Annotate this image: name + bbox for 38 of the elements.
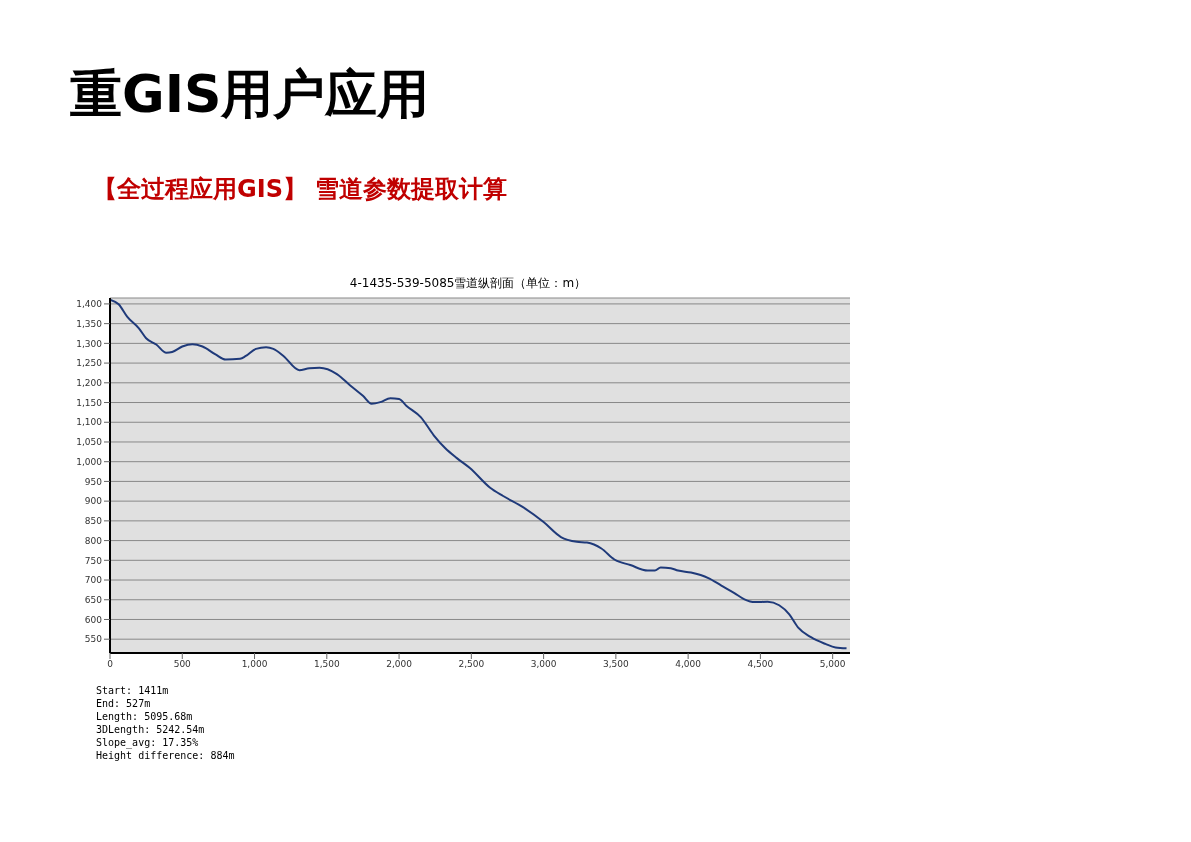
y-tick-label: 1,100 xyxy=(76,417,103,428)
y-tick-label: 1,050 xyxy=(76,437,103,448)
text: 【全过程应用GIS】 雪道参数提取计算 xyxy=(93,174,508,205)
y-tick-label: 1,250 xyxy=(76,358,103,369)
x-tick-label: 4,000 xyxy=(675,659,702,670)
y-tick-label: 800 xyxy=(84,535,103,546)
y-tick-label: 850 xyxy=(84,516,103,527)
y-tick-label: 1,200 xyxy=(76,378,103,388)
x-tick-label: 500 xyxy=(173,659,192,670)
x-tick-label: 2,500 xyxy=(458,659,485,670)
text: Slope_avg: 17.35% xyxy=(96,736,200,749)
x-tick-label: 3,000 xyxy=(530,659,557,670)
y-tick-label: 700 xyxy=(84,575,103,586)
y-tick-label: 900 xyxy=(84,496,103,507)
x-tick-label: 3,500 xyxy=(602,659,630,670)
x-tick-label: 1,000 xyxy=(241,659,268,670)
y-tick-label: 600 xyxy=(84,614,103,625)
x-tick-label: 5,000 xyxy=(819,659,846,670)
text: Height difference: 884m xyxy=(96,749,235,762)
text: 3DLength: 5242.54m xyxy=(96,723,206,736)
x-tick-label: 0 xyxy=(107,659,114,670)
text: End: 527m xyxy=(96,697,152,710)
text: Start: 1411m xyxy=(96,684,170,697)
x-tick-label: 4,500 xyxy=(747,659,774,670)
y-tick-label: 1,400 xyxy=(76,299,103,310)
chart-title: 4-1435-539-5085雪道纵剖面（单位：m） xyxy=(348,275,588,292)
y-tick-label: 1,000 xyxy=(76,456,103,467)
y-tick-label: 650 xyxy=(84,594,103,605)
x-tick-label: 2,000 xyxy=(386,659,413,670)
x-tick-label: 1,500 xyxy=(313,659,340,670)
y-tick-label: 550 xyxy=(84,634,103,645)
text: Length: 5095.68m xyxy=(96,710,194,723)
y-tick-label: 1,300 xyxy=(76,338,103,349)
y-tick-label: 750 xyxy=(84,555,103,566)
y-tick-label: 1,150 xyxy=(76,397,103,408)
y-tick-label: 950 xyxy=(84,476,103,487)
y-tick-label: 1,350 xyxy=(76,318,103,329)
chart-subtitle: 重GIS用户应用 xyxy=(70,63,430,126)
